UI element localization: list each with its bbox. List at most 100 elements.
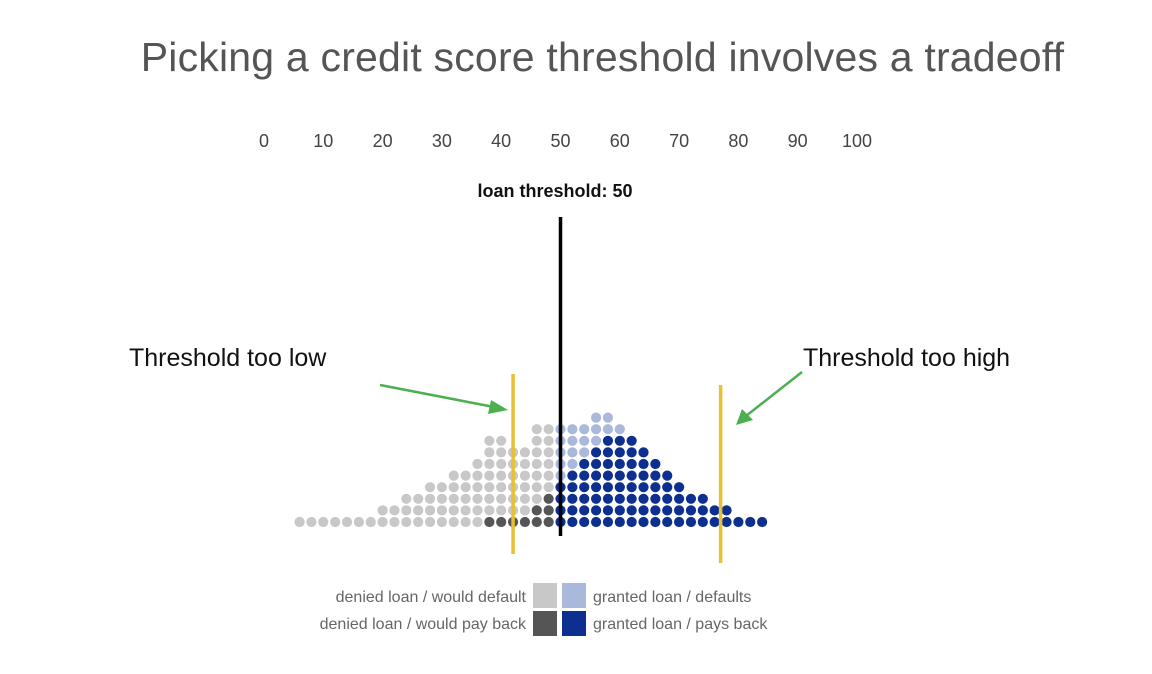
- dot-granted-payback: [590, 447, 602, 458]
- dot-denied-default: [531, 435, 542, 446]
- dot-denied-default: [413, 493, 424, 504]
- applicant-dots: [294, 412, 768, 528]
- dot-denied-default: [484, 435, 495, 446]
- dot-granted-payback: [721, 505, 732, 516]
- dot-denied-default: [531, 482, 542, 493]
- dot-denied-default: [519, 458, 531, 470]
- dot-granted-payback: [614, 447, 625, 458]
- dot-granted-payback: [626, 458, 637, 470]
- dot-granted-payback: [650, 482, 661, 493]
- dot-granted-payback: [579, 482, 590, 493]
- dot-denied-default: [413, 516, 424, 528]
- dot-denied-default: [460, 493, 471, 504]
- dot-denied-default: [496, 458, 507, 470]
- dot-denied-default: [543, 424, 554, 435]
- dot-granted-payback: [590, 482, 602, 493]
- dot-granted-payback: [579, 470, 590, 481]
- dot-denied-default: [484, 458, 495, 470]
- dot-denied-default: [531, 493, 542, 504]
- dot-denied-default: [318, 516, 329, 528]
- dot-granted-payback: [685, 493, 697, 504]
- dot-denied-payback: [543, 505, 554, 516]
- dot-granted-payback: [733, 516, 744, 528]
- dot-granted-payback: [638, 493, 649, 504]
- dot-denied-payback: [543, 493, 554, 504]
- dot-denied-default: [424, 493, 436, 504]
- dot-denied-default: [330, 516, 341, 528]
- legend-swatch-granted-payback: [562, 611, 586, 636]
- dot-granted-default: [567, 424, 578, 435]
- dot-granted-payback: [709, 516, 720, 528]
- dot-denied-default: [413, 505, 424, 516]
- dot-denied-default: [472, 482, 483, 493]
- dot-granted-default: [602, 412, 614, 423]
- dot-granted-payback: [626, 505, 637, 516]
- dot-granted-payback: [579, 493, 590, 504]
- dot-granted-payback: [567, 516, 578, 528]
- dot-granted-payback: [674, 516, 685, 528]
- dot-denied-default: [401, 493, 412, 504]
- threshold-too-low-label: Threshold too low: [129, 344, 327, 372]
- dot-denied-default: [496, 493, 507, 504]
- dot-granted-payback: [685, 516, 697, 528]
- dot-denied-default: [543, 458, 554, 470]
- dot-granted-payback: [745, 516, 756, 528]
- dot-granted-payback: [650, 493, 661, 504]
- tick-label: 50: [550, 131, 570, 151]
- dot-denied-default: [424, 505, 436, 516]
- dot-granted-payback: [614, 482, 625, 493]
- dot-denied-default: [519, 482, 531, 493]
- dot-denied-default: [519, 447, 531, 458]
- threshold-too-high-label: Threshold too high: [803, 344, 1011, 372]
- dot-denied-default: [448, 505, 459, 516]
- arrow-to-high-marker: [736, 371, 803, 425]
- dot-granted-payback: [650, 505, 661, 516]
- dot-granted-payback: [614, 435, 625, 446]
- dot-granted-payback: [638, 458, 649, 470]
- dot-denied-default: [377, 516, 388, 528]
- dot-granted-payback: [567, 505, 578, 516]
- threshold-label: loan threshold: 50: [477, 181, 632, 201]
- tick-label: 100: [842, 131, 872, 151]
- dot-denied-payback: [484, 516, 495, 528]
- dot-denied-payback: [543, 516, 554, 528]
- dot-granted-payback: [590, 493, 602, 504]
- dot-granted-payback: [638, 516, 649, 528]
- dot-granted-default: [602, 424, 614, 435]
- dot-granted-payback: [602, 482, 614, 493]
- dot-denied-default: [484, 493, 495, 504]
- tick-label: 80: [728, 131, 748, 151]
- dot-granted-payback: [697, 493, 708, 504]
- dot-denied-payback: [531, 505, 542, 516]
- dot-granted-payback: [602, 458, 614, 470]
- slide-title: Picking a credit score threshold involve…: [140, 34, 1065, 80]
- dot-granted-payback: [638, 482, 649, 493]
- dot-denied-default: [436, 493, 447, 504]
- dot-granted-payback: [602, 447, 614, 458]
- dot-granted-payback: [567, 470, 578, 481]
- score-scale: 0 10 20 30 40 50 60 70 80 90 100: [259, 131, 872, 151]
- dot-granted-payback: [614, 493, 625, 504]
- dot-denied-default: [353, 516, 364, 528]
- dot-granted-payback: [602, 516, 614, 528]
- legend-label-denied-payback: denied loan / would pay back: [319, 616, 526, 633]
- dot-granted-payback: [697, 505, 708, 516]
- dot-denied-default: [365, 516, 376, 528]
- dot-granted-payback: [709, 505, 720, 516]
- dot-denied-default: [472, 505, 483, 516]
- dot-denied-default: [531, 424, 542, 435]
- dot-granted-payback: [674, 505, 685, 516]
- dot-granted-payback: [638, 447, 649, 458]
- arrow-to-low-marker: [379, 383, 508, 414]
- dot-granted-default: [579, 424, 590, 435]
- dot-denied-default: [448, 493, 459, 504]
- legend-swatch-denied-payback: [533, 611, 557, 636]
- dot-granted-payback: [567, 482, 578, 493]
- dot-granted-payback: [650, 470, 661, 481]
- dot-denied-default: [472, 493, 483, 504]
- dot-denied-default: [448, 516, 459, 528]
- dot-denied-default: [401, 505, 412, 516]
- dot-granted-default: [567, 435, 578, 446]
- tick-label: 20: [373, 131, 393, 151]
